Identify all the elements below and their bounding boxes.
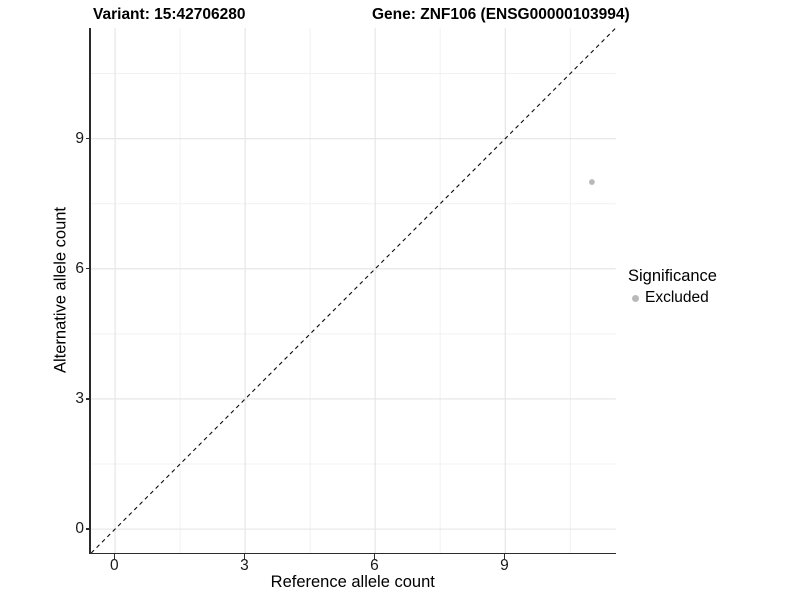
x-axis-title: Reference allele count [270,573,435,591]
x-tick-mark [503,554,506,559]
x-axis-line [89,552,616,554]
x-tick-label: 3 [240,557,249,574]
y-tick-label: 3 [75,389,84,407]
legend: Significance Excluded [628,267,717,307]
y-tick-mark [85,398,91,400]
plot-panel [90,27,616,554]
x-tick-label: 0 [110,557,119,574]
identity-dashed-line [90,27,616,554]
x-tick-mark [113,554,116,559]
y-tick-label: 0 [75,520,84,538]
x-tick-mark [243,554,246,559]
y-tick-label: 6 [75,259,84,277]
y-tick-mark [85,137,91,140]
gene-title: Gene: ZNF106 (ENSG00000103994) [372,6,630,23]
y-tick-label: 9 [75,129,84,147]
excluded-point-icon [632,294,639,302]
y-tick-mark [85,528,91,530]
x-tick-label: 9 [500,557,509,574]
variant-title: Variant: 15:42706280 [93,6,246,23]
y-axis-line [89,27,91,554]
y-axis-title: Alternative allele count [51,206,70,374]
plot-canvas [90,27,616,554]
legend-item-excluded: Excluded [628,289,717,307]
x-tick-mark [373,554,376,559]
data-point [588,179,595,185]
legend-title: Significance [628,267,717,285]
legend-item-label: Excluded [645,289,709,306]
y-tick-mark [85,268,91,270]
x-tick-label: 6 [370,557,379,574]
